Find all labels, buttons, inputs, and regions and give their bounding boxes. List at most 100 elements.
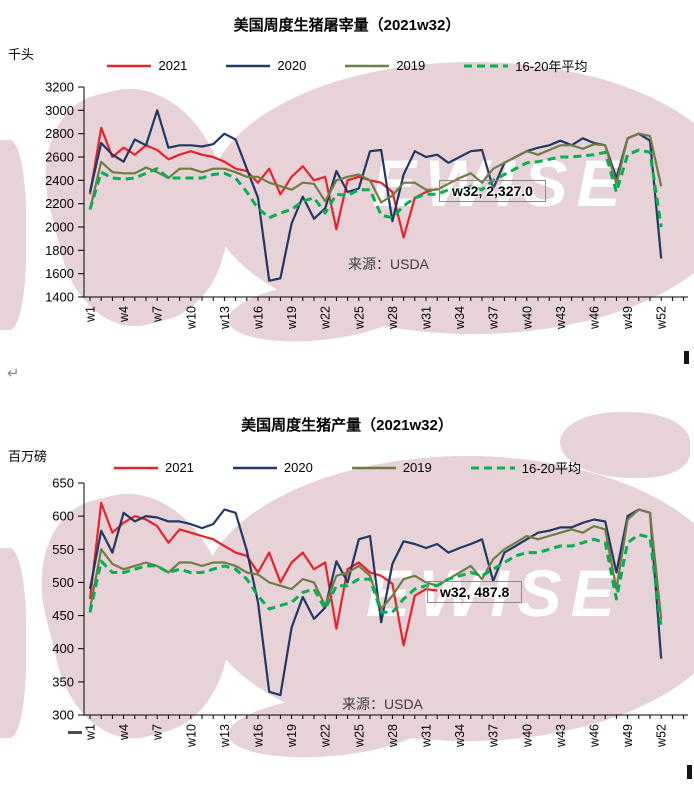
svg-text:w16: w16 — [252, 724, 266, 748]
svg-text:w37: w37 — [487, 724, 501, 748]
legend-item-2020: 2020 — [232, 460, 313, 475]
series-line-2021 — [88, 501, 438, 647]
slaughter-line-plot: 1400 1600 1800 2000 2200 2400 2600 2800 3000 3200… — [45, 80, 688, 330]
legend-label: 2020 — [283, 460, 313, 475]
watermark-bottom: EWISE — [0, 398, 694, 796]
legend-item-16-20年平均: 16-20年平均 — [463, 56, 588, 75]
legend-label: 16-20年平均 — [515, 59, 588, 74]
svg-text:w46: w46 — [588, 306, 602, 330]
svg-text:w46: w46 — [588, 724, 602, 748]
svg-text:w31: w31 — [420, 724, 434, 748]
legend-line-sample — [226, 64, 271, 67]
legend-label: 2019 — [396, 58, 426, 73]
svg-text:2200: 2200 — [45, 196, 74, 211]
svg-text:w37: w37 — [487, 306, 501, 330]
legend-line-sample — [345, 64, 390, 67]
svg-text:500: 500 — [52, 575, 74, 590]
watermark-top: EWISE — [0, 62, 694, 350]
svg-text:1600: 1600 — [45, 266, 74, 281]
legend-item-2021: 2021 — [106, 58, 187, 73]
legend-label: 2021 — [164, 460, 194, 475]
legend: 2021 2020 2019 16-20平均 — [0, 458, 694, 477]
svg-text:w1: w1 — [84, 306, 98, 323]
y-axis-unit-label: 百万磅 — [8, 449, 48, 464]
svg-text:1400: 1400 — [45, 290, 74, 305]
svg-text:1800: 1800 — [45, 243, 74, 258]
legend-line-sample — [470, 466, 515, 469]
svg-text:600: 600 — [52, 509, 74, 524]
svg-text:w49: w49 — [621, 724, 635, 748]
svg-text:650: 650 — [52, 476, 74, 491]
svg-text:w1: w1 — [84, 724, 98, 741]
legend-line-sample — [107, 64, 152, 67]
data-callout-slaughter: w32, 2,327.0 — [439, 180, 546, 202]
edge-mark — [687, 765, 692, 779]
svg-text:w7: w7 — [151, 724, 165, 741]
svg-text:w13: w13 — [218, 306, 232, 330]
legend-line-sample — [464, 64, 509, 67]
svg-text:w10: w10 — [184, 724, 198, 748]
edge-mark — [684, 351, 689, 364]
svg-text:w4: w4 — [117, 306, 131, 323]
legend-item-2019: 2019 — [351, 460, 432, 475]
svg-text:w28: w28 — [386, 306, 400, 330]
svg-text:w49: w49 — [621, 306, 635, 330]
legend-label: 16-20平均 — [521, 461, 581, 476]
legend-line-sample — [232, 466, 277, 469]
svg-text:w25: w25 — [352, 724, 366, 748]
svg-text:w43: w43 — [554, 724, 568, 748]
legend-line-sample — [113, 466, 158, 469]
svg-text:w22: w22 — [319, 724, 333, 748]
production-line-plot: 300 350 400 450 500 550 600 650 w1 w4 w7 w10 w13 w16 w… — [52, 476, 688, 748]
svg-text:w16: w16 — [252, 306, 266, 330]
paragraph-return-icon: ↵ — [7, 365, 20, 382]
pig-blob-icon — [0, 140, 26, 330]
svg-text:450: 450 — [52, 608, 74, 623]
series-line-2020 — [88, 508, 663, 697]
svg-text:400: 400 — [52, 641, 74, 656]
svg-text:550: 550 — [52, 542, 74, 557]
svg-text:w43: w43 — [554, 306, 568, 330]
svg-text:2800: 2800 — [45, 126, 74, 141]
svg-text:w28: w28 — [386, 724, 400, 748]
legend-label: 2019 — [402, 460, 432, 475]
svg-text:2400: 2400 — [45, 173, 74, 188]
svg-text:w34: w34 — [453, 724, 467, 748]
svg-text:w22: w22 — [319, 306, 333, 330]
y-axis-unit-label: 千头 — [8, 47, 35, 62]
legend: 2021 2020 2019 16-20年平均 — [0, 56, 694, 75]
chart-title-slaughter: 美国周度生猪屠宰量（2021w32） — [233, 17, 461, 34]
watermark-ellipse — [200, 456, 694, 741]
svg-text:w19: w19 — [285, 724, 299, 748]
svg-text:w52: w52 — [655, 306, 669, 330]
pig-blob-icon — [0, 548, 26, 738]
stray-mark — [68, 731, 82, 734]
series-line-16-20平均 — [88, 533, 663, 629]
svg-text:w40: w40 — [520, 724, 534, 748]
slaughter-chart-section: EWISE 美国周度生猪屠宰量（2021w32） 千头 2021 2020 2019… — [0, 17, 694, 350]
legend-item-2021: 2021 — [113, 460, 194, 475]
svg-text:300: 300 — [52, 708, 74, 723]
legend-line-sample — [351, 466, 396, 469]
source-note: 来源：USDA — [348, 256, 429, 272]
legend-label: 2020 — [277, 58, 307, 73]
svg-text:w34: w34 — [453, 306, 467, 330]
series-line-16-20年平均 — [88, 148, 663, 228]
source-note: 来源：USDA — [342, 696, 423, 712]
svg-text:w31: w31 — [420, 306, 434, 330]
chart-title-production: 美国周度生猪产量（2021w32） — [241, 417, 453, 434]
svg-text:2000: 2000 — [45, 220, 74, 235]
svg-text:3200: 3200 — [45, 80, 74, 95]
svg-text:w52: w52 — [655, 724, 669, 748]
svg-text:3000: 3000 — [45, 103, 74, 118]
series-line-2021 — [88, 126, 438, 239]
series-line-2019 — [88, 132, 663, 210]
legend-item-2019: 2019 — [344, 58, 425, 73]
svg-text:w10: w10 — [184, 306, 198, 330]
svg-text:w4: w4 — [117, 724, 131, 741]
svg-text:w19: w19 — [285, 306, 299, 330]
svg-text:350: 350 — [52, 674, 74, 689]
pig-blob-icon — [560, 412, 690, 478]
data-callout-production: w32, 487.8 — [427, 581, 523, 603]
legend-item-2020: 2020 — [225, 58, 306, 73]
